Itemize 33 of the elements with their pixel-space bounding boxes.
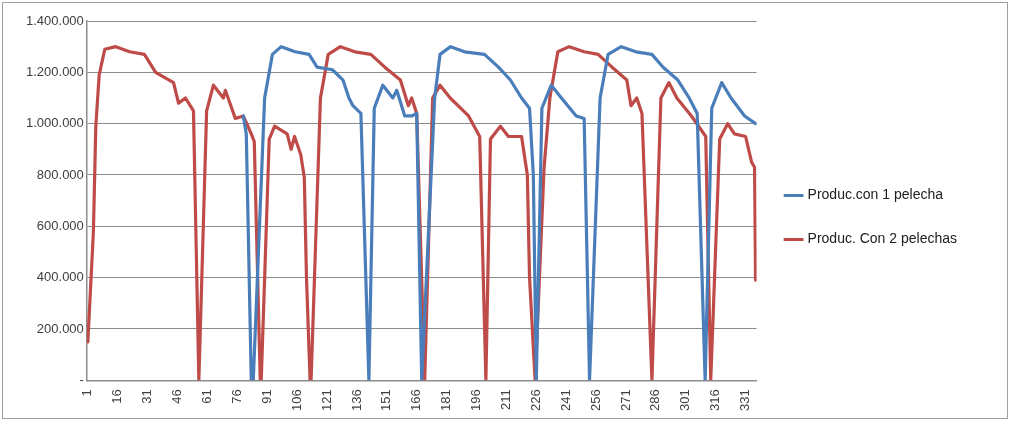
x-tick-label: 226 [527,389,543,412]
y-tick-label: - [79,371,84,387]
y-tick-label: 600.000 [36,217,84,233]
x-tick-label: 196 [468,389,484,412]
y-tick-label: 1.200.000 [25,63,84,79]
x-tick-label: 46 [169,389,185,404]
x-tick-label: 316 [707,389,723,412]
x-tick-label: 181 [438,389,454,412]
x-tick-label: 1 [79,389,95,397]
x-tick-label: 16 [109,389,125,404]
x-tick-label: 241 [557,389,573,412]
y-tick-label: 1.400.000 [25,12,84,28]
x-tick-label: 301 [677,389,693,412]
x-tick-label: 286 [647,389,663,412]
x-tick-label: 271 [617,389,633,412]
y-tick-label: 800.000 [36,166,84,182]
x-tick-label: 76 [228,389,244,404]
x-tick-label: 106 [288,389,304,412]
legend-label: Produc. Con 2 pelechas [807,230,958,247]
x-tick-label: 61 [199,389,214,404]
y-tick-label: 400.000 [36,269,84,285]
y-tick-label: 1.000.000 [25,115,84,131]
x-tick-label: 151 [378,389,394,412]
y-tick-label: 200.000 [36,320,84,336]
x-tick-label: 331 [737,389,753,412]
x-tick-label: 136 [348,389,364,412]
x-tick-label: 121 [318,389,334,412]
x-tick-label: 166 [408,389,424,412]
x-tick-label: 256 [587,389,603,412]
x-tick-label: 31 [139,389,155,404]
x-tick-label: 211 [498,389,513,411]
legend-label: Produc.con 1 pelecha [807,186,944,203]
x-tick-label: 91 [258,389,274,404]
